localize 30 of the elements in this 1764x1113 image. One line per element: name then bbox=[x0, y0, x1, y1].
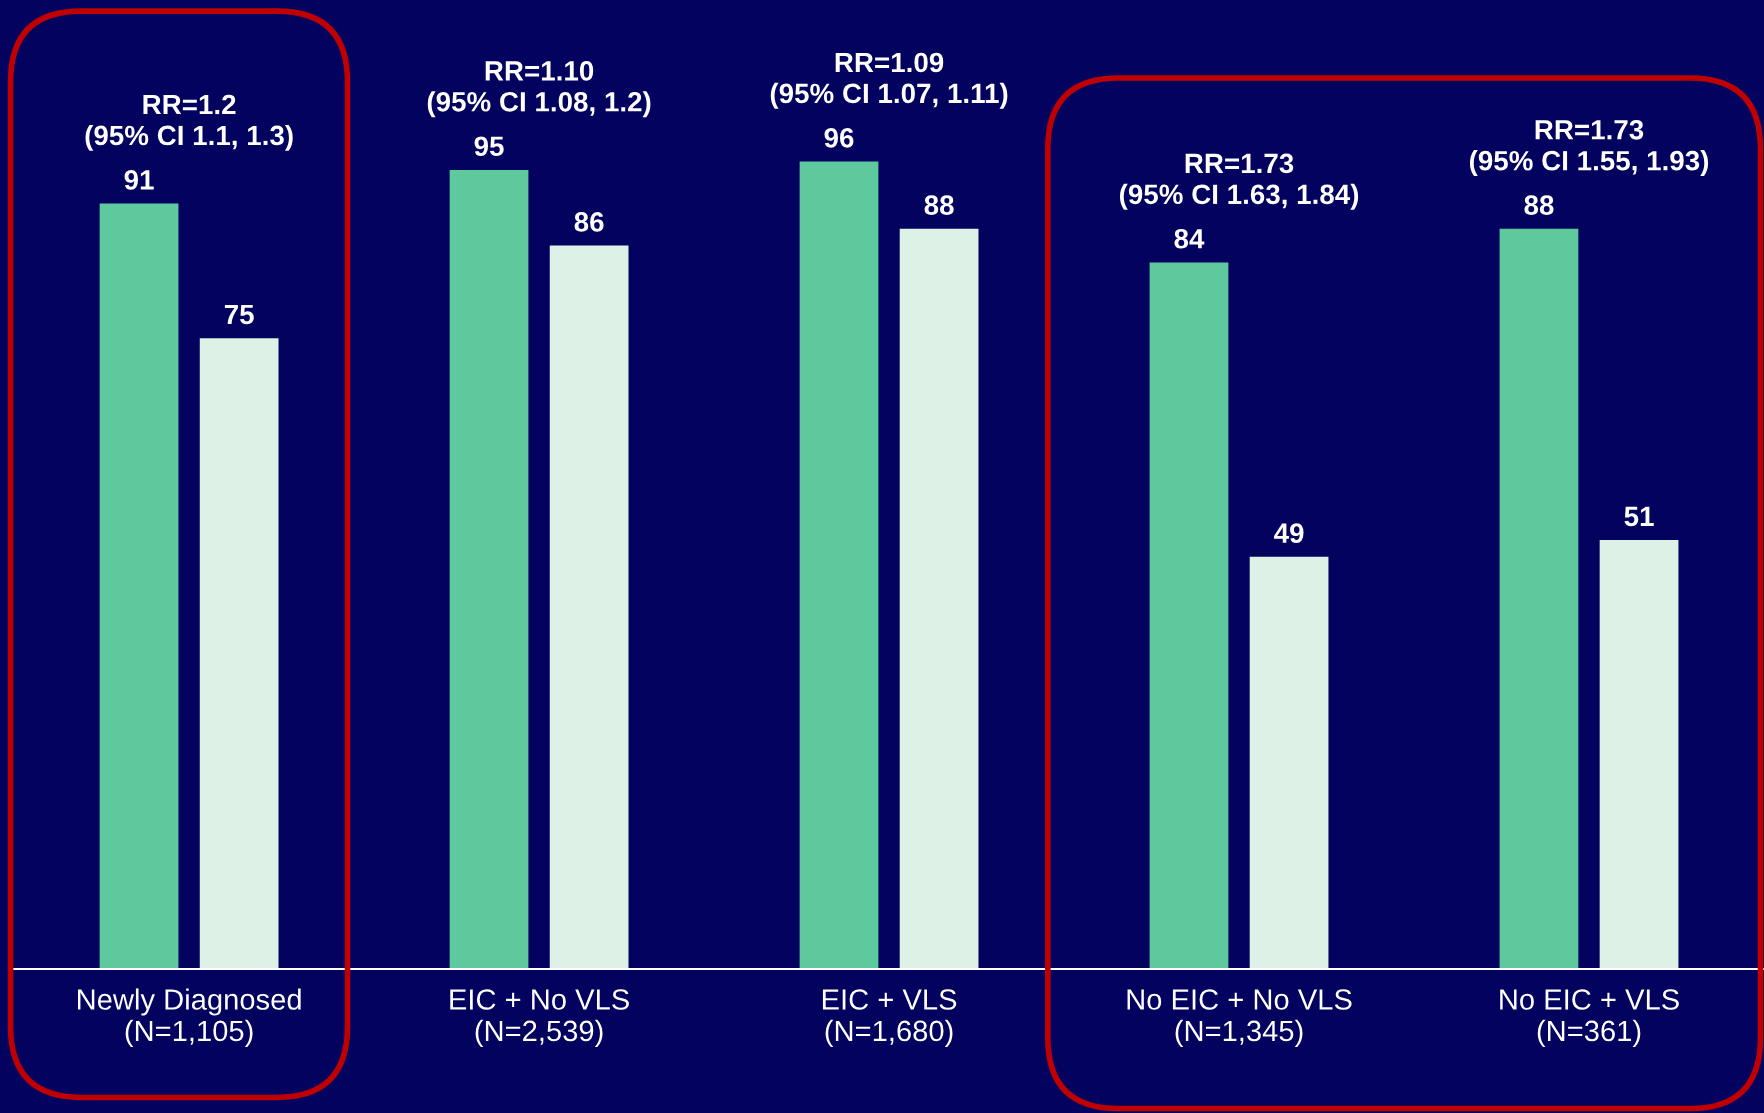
bar bbox=[1599, 540, 1679, 969]
bar bbox=[799, 161, 879, 969]
bar bbox=[1149, 262, 1229, 969]
text: RR=1.10 (95% CI 1.08, 1.2) bbox=[427, 61, 651, 118]
data-label: 75 bbox=[224, 304, 254, 325]
bar bbox=[1249, 556, 1329, 969]
data-label: 91 bbox=[124, 170, 154, 190]
bar bbox=[1499, 228, 1579, 969]
data-label: 95 bbox=[474, 136, 504, 157]
data-label: 86 bbox=[574, 212, 604, 232]
x-tick-label: EIC + No VLS (N=2,539) bbox=[450, 989, 629, 1048]
data-label: 49 bbox=[1274, 523, 1304, 543]
data-label: 84 bbox=[1174, 228, 1205, 249]
annotation: RR=1.73 (95% CI 1.63, 1.84) bbox=[1119, 153, 1359, 210]
text: RR=1.09 (95% CI 1.07, 1.11) bbox=[770, 52, 1008, 109]
data-label: 88 bbox=[924, 195, 954, 215]
x-tick-label: No EIC + VLS (N=361) bbox=[1500, 989, 1679, 1048]
x-tick-label: No EIC + No VLS (N=1,345) bbox=[1127, 989, 1352, 1048]
bar bbox=[99, 203, 179, 969]
data-label: 88 bbox=[1524, 195, 1554, 215]
x-tick-label: EIC + VLS (N=1,680) bbox=[822, 989, 957, 1048]
annotation: RR=1.73 (95% CI 1.55, 1.93) bbox=[1469, 119, 1709, 177]
bar bbox=[899, 228, 979, 969]
bar bbox=[549, 245, 629, 969]
text: RR=1.2 (95% CI 1.1, 1.3) bbox=[85, 94, 293, 151]
x-tick-label: Newly Diagnosed (N=1,105) bbox=[78, 988, 301, 1048]
bar bbox=[199, 338, 279, 969]
data-label: 96 bbox=[824, 128, 854, 148]
data-label: 51 bbox=[1624, 506, 1654, 527]
bar bbox=[449, 169, 529, 969]
